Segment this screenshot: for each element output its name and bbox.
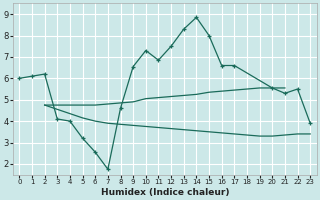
X-axis label: Humidex (Indice chaleur): Humidex (Indice chaleur) [100,188,229,197]
